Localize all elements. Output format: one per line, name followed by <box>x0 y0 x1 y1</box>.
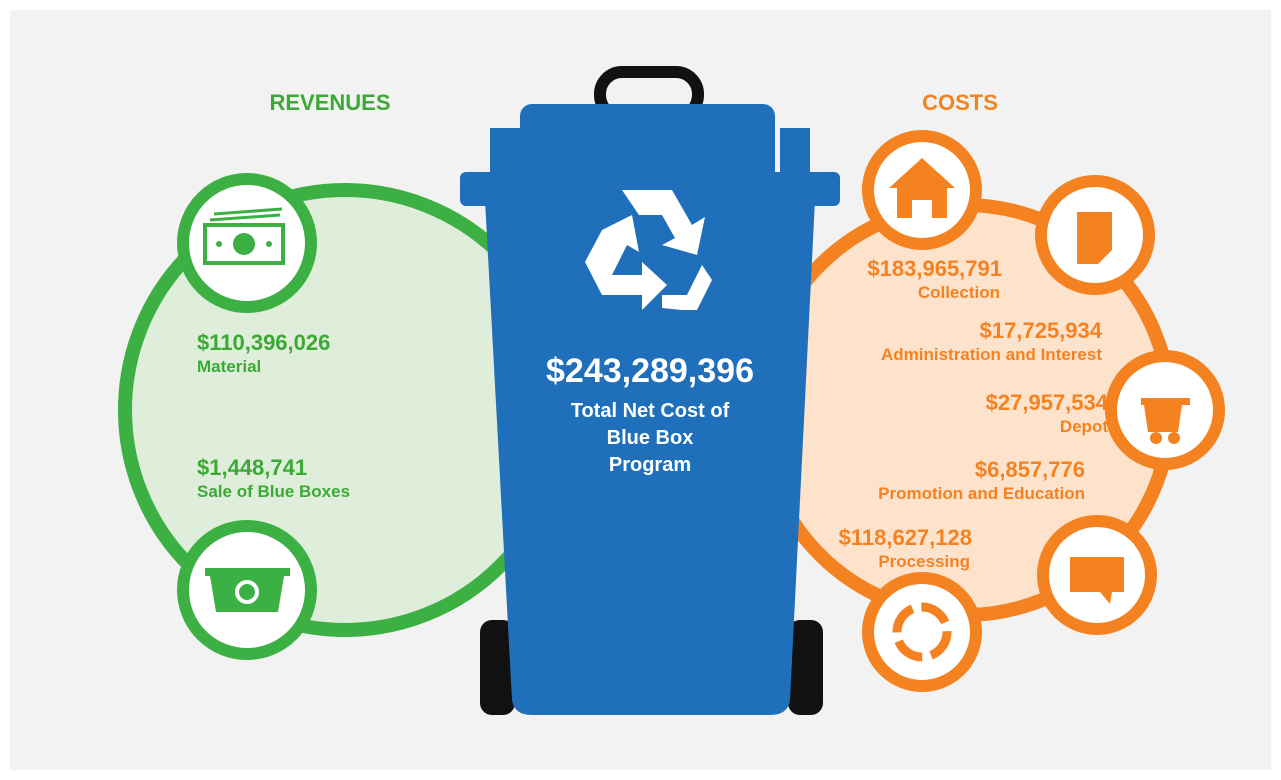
revenue-amount: $110,396,026 <box>197 330 330 355</box>
total-amount: $243,289,396 <box>546 352 754 390</box>
cost-amount: $27,957,534 <box>986 390 1109 415</box>
cost-label: Collection <box>918 283 1000 302</box>
total-label-box: Total Net Cost of Blue Box Program <box>555 398 745 498</box>
cost-amount: $17,725,934 <box>980 318 1103 343</box>
cost-label: Depot <box>1060 417 1109 436</box>
cost-label: Processing <box>878 552 970 571</box>
infographic: REVENUES $110,396,026 Material $1,448,74… <box>0 0 1281 780</box>
cost-amount: $183,965,791 <box>867 256 1002 281</box>
cost-label: Administration and Interest <box>881 345 1102 364</box>
blue-box-icon <box>183 526 311 654</box>
cost-amount: $118,627,128 <box>839 525 972 550</box>
cost-amount: $6,857,776 <box>975 457 1085 482</box>
total-label: Total Net Cost of Blue Box Program <box>568 398 733 479</box>
revenue-label: Sale of Blue Boxes <box>197 482 350 501</box>
money-icon <box>183 179 311 307</box>
cost-label: Promotion and Education <box>878 484 1085 503</box>
revenue-label: Material <box>197 357 261 376</box>
blue-bin <box>460 72 840 715</box>
revenues-title: REVENUES <box>269 90 390 115</box>
costs-title: COSTS <box>922 90 998 115</box>
revenue-amount: $1,448,741 <box>197 455 307 480</box>
